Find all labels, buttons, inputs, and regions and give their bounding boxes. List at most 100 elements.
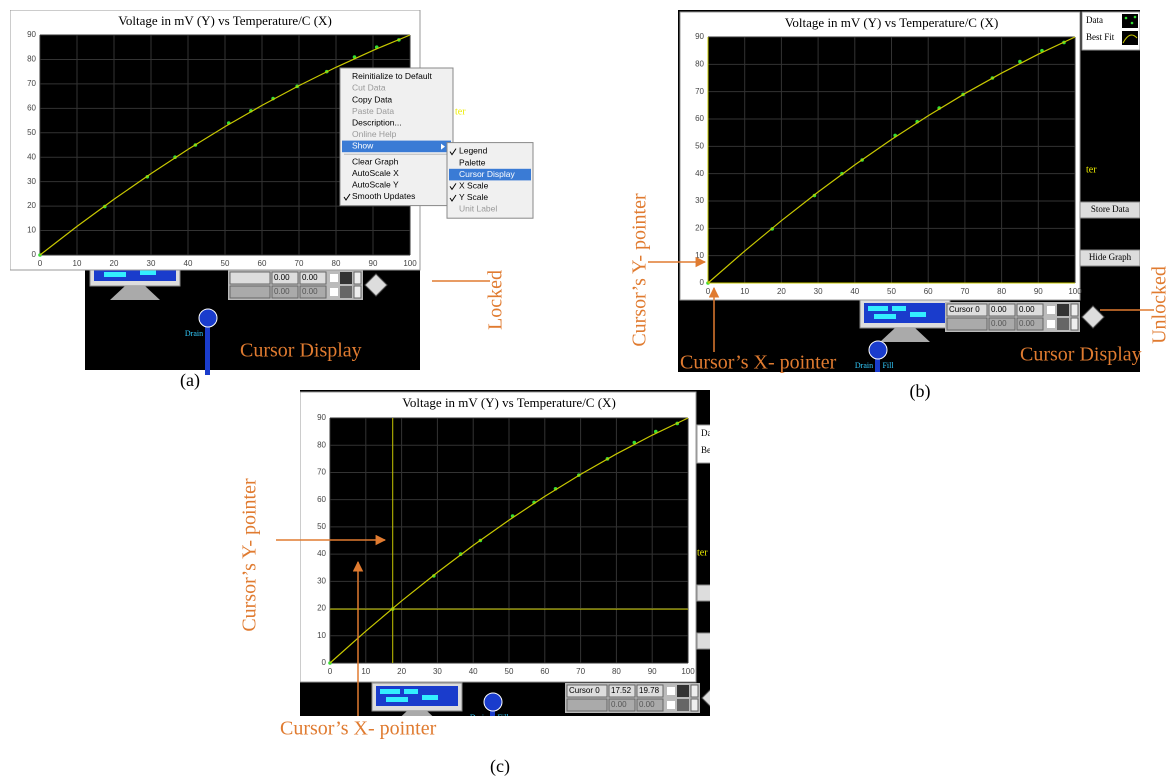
menu-item[interactable]: Description... [352, 117, 402, 127]
menu-item[interactable]: Clear Graph [352, 156, 399, 166]
cursor-lock[interactable] [1071, 318, 1078, 330]
x-tick-label: 20 [397, 667, 406, 676]
annotation: Unlocked [1149, 266, 1171, 344]
menu-item: Online Help [352, 129, 397, 139]
cursor-lock[interactable] [354, 286, 361, 298]
button-label[interactable]: Hide Graph [1089, 252, 1132, 262]
cursor-value: 0.00 [274, 287, 290, 296]
annotation: Cursor’s Y- pointer [629, 193, 651, 347]
x-tick-label: 20 [777, 287, 786, 296]
cursor-style [340, 286, 352, 298]
y-tick-label: 60 [695, 114, 704, 123]
cursor-color [667, 687, 675, 695]
menu-item[interactable]: Smooth Updates [352, 191, 415, 201]
menu-item[interactable]: X Scale [459, 180, 489, 190]
annotation: Cursor’s Y- pointer [239, 478, 261, 632]
valve [199, 309, 217, 327]
menu-item[interactable]: Copy Data [352, 94, 392, 104]
legend-label: Data [1086, 15, 1103, 25]
y-tick-label: 20 [695, 223, 704, 232]
cursor-value: 0.00 [302, 273, 318, 282]
cursor-lock[interactable] [691, 685, 698, 697]
menu-item[interactable]: Palette [459, 157, 486, 167]
cursor-value: 0.00 [1019, 319, 1035, 328]
x-tick-label: 100 [403, 259, 417, 268]
button-label[interactable]: Store Data [1091, 204, 1129, 214]
y-tick-label: 0 [322, 658, 327, 667]
legend-label: Best Fit [1086, 32, 1115, 42]
x-tick-label: 40 [184, 259, 193, 268]
y-tick-label: 70 [695, 87, 704, 96]
legend-label: Best Fit [701, 445, 730, 455]
y-tick-label: 50 [695, 141, 704, 150]
y-tick-label: 70 [27, 79, 36, 88]
gauge-label: Fill [497, 713, 509, 722]
y-tick-label: 90 [27, 30, 36, 39]
legend-swatch-bg [1122, 31, 1138, 45]
gauge-label: Drain [185, 329, 203, 338]
menu-item[interactable]: Y Scale [459, 192, 488, 202]
annotation: Locked [485, 270, 507, 330]
x-tick-label: 30 [147, 259, 156, 268]
cursor-color [330, 274, 338, 282]
monitor-block [422, 695, 438, 700]
x-tick-label: 30 [433, 667, 442, 676]
y-tick-label: 50 [27, 128, 36, 137]
cursor-style [677, 685, 689, 697]
y-tick-label: 10 [695, 251, 704, 260]
monitor-block [404, 689, 418, 694]
menu-item[interactable]: AutoScale X [352, 168, 399, 178]
menu-item[interactable]: Reinitialize to Default [352, 71, 432, 81]
x-tick-label: 50 [505, 667, 514, 676]
y-tick-label: 60 [317, 495, 326, 504]
menu-item[interactable]: Show [352, 141, 374, 151]
monitor-block [380, 689, 400, 694]
monitor-block [140, 270, 156, 275]
x-tick-label: 0 [706, 287, 711, 296]
menu-item[interactable]: Cursor Display [459, 169, 515, 179]
cursor-style [1057, 318, 1069, 330]
cursor-lock[interactable] [354, 272, 361, 284]
x-tick-label: 60 [540, 667, 549, 676]
cursor-value: 0.00 [639, 700, 655, 709]
button[interactable] [697, 633, 757, 649]
button-label[interactable]: Sto [721, 587, 734, 597]
y-tick-label: 60 [27, 103, 36, 112]
cursor-color [330, 288, 338, 296]
y-tick-label: 30 [317, 576, 326, 585]
gauge-label: Drain [470, 713, 488, 722]
legend-label: Data [701, 428, 718, 438]
legend-swatch-bg [737, 427, 753, 441]
cursor-style [677, 699, 689, 711]
cursor-value: 0.00 [302, 287, 318, 296]
x-tick-label: 90 [648, 667, 657, 676]
y-tick-label: 20 [317, 604, 326, 613]
monitor-block [874, 314, 896, 319]
valve [484, 693, 502, 711]
caption: (a) [180, 370, 200, 391]
button[interactable] [697, 585, 757, 601]
monitor-block [892, 306, 906, 311]
cursor-color [1047, 320, 1055, 328]
button-label[interactable]: Hi [723, 635, 732, 645]
cursor-lock[interactable] [1071, 304, 1078, 316]
cursor-color [667, 701, 675, 709]
side-label: ter [455, 106, 466, 117]
cursor-name-box [230, 286, 270, 298]
legend-swatch [1131, 22, 1134, 25]
cursor-value: 17.52 [611, 686, 632, 695]
cursor-name-box [947, 318, 987, 330]
monitor-block [104, 272, 126, 277]
x-tick-label: 90 [1034, 287, 1043, 296]
cursor-name-box [230, 272, 270, 284]
x-tick-label: 80 [997, 287, 1006, 296]
cursor-value: 0.00 [991, 305, 1007, 314]
menu-item[interactable]: AutoScale Y [352, 179, 399, 189]
menu-item[interactable]: Legend [459, 146, 488, 156]
menu-item: Unit Label [459, 204, 497, 214]
cursor-lock[interactable] [691, 699, 698, 711]
x-tick-label: 100 [681, 667, 695, 676]
y-tick-label: 50 [317, 522, 326, 531]
valve [869, 341, 887, 359]
cursor-name: Cursor 0 [569, 686, 600, 695]
